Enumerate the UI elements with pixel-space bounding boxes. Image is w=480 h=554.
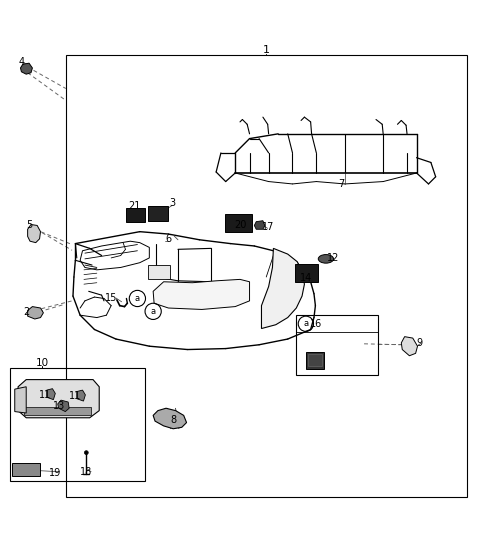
Bar <box>12 463 39 476</box>
Text: 18: 18 <box>80 466 93 476</box>
Circle shape <box>84 451 88 454</box>
Polygon shape <box>15 387 26 413</box>
Text: a: a <box>303 319 309 329</box>
Bar <box>10 368 144 481</box>
Text: 5: 5 <box>26 219 32 229</box>
Text: 11: 11 <box>69 391 82 401</box>
Text: 16: 16 <box>310 319 323 329</box>
Text: 10: 10 <box>36 358 48 368</box>
Polygon shape <box>153 408 187 429</box>
Text: 19: 19 <box>48 468 61 478</box>
Bar <box>148 207 168 220</box>
Text: 3: 3 <box>169 198 175 208</box>
Text: 15: 15 <box>105 293 117 303</box>
Bar <box>24 407 91 416</box>
Text: 4: 4 <box>18 57 24 67</box>
Polygon shape <box>254 220 265 229</box>
Polygon shape <box>28 224 40 243</box>
Polygon shape <box>58 400 69 412</box>
Bar <box>126 208 144 222</box>
Text: 1: 1 <box>263 45 270 55</box>
Polygon shape <box>77 390 85 401</box>
Text: 17: 17 <box>262 222 274 232</box>
Polygon shape <box>21 63 33 74</box>
Bar <box>148 265 170 279</box>
Text: 12: 12 <box>327 253 339 263</box>
Polygon shape <box>401 337 418 356</box>
Text: 7: 7 <box>338 179 344 189</box>
Text: a: a <box>135 294 140 303</box>
Polygon shape <box>153 279 250 310</box>
Bar <box>296 315 378 375</box>
Text: 9: 9 <box>416 338 422 348</box>
Bar <box>295 264 318 282</box>
Polygon shape <box>18 379 99 418</box>
Polygon shape <box>28 306 43 319</box>
Bar <box>225 214 252 232</box>
Text: 14: 14 <box>300 273 312 283</box>
Text: a: a <box>151 307 156 316</box>
Bar <box>66 55 467 497</box>
Text: 6: 6 <box>165 234 171 244</box>
Polygon shape <box>262 248 304 329</box>
Ellipse shape <box>318 255 334 263</box>
Text: 13: 13 <box>52 401 65 411</box>
Text: 2: 2 <box>23 307 29 317</box>
Bar <box>308 355 322 366</box>
Polygon shape <box>47 389 55 399</box>
Bar <box>306 352 324 368</box>
Text: 8: 8 <box>170 415 176 425</box>
Text: 11: 11 <box>39 391 51 401</box>
Text: 20: 20 <box>234 219 246 229</box>
Text: 21: 21 <box>128 201 140 212</box>
